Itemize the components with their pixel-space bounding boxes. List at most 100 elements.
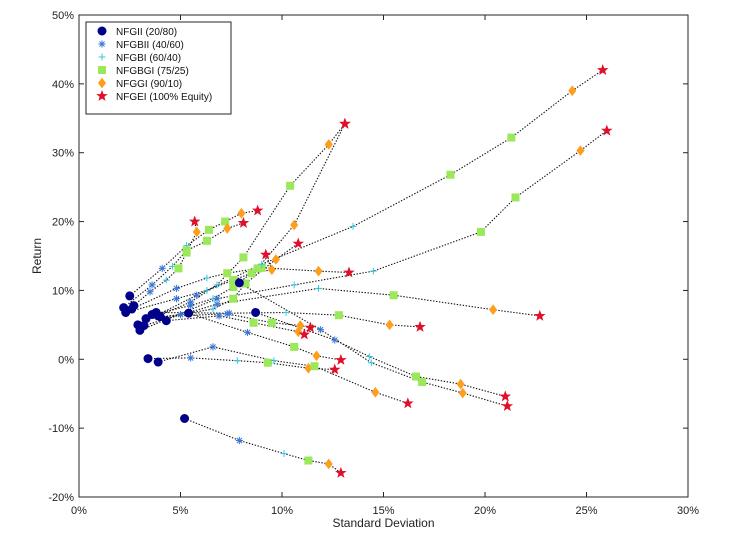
- marker-nfgei: [414, 320, 426, 332]
- y-tick-label: 10%: [52, 285, 74, 297]
- marker-nfgei: [601, 124, 613, 136]
- path-line-20: [184, 417, 342, 474]
- marker-nfgbgi: [334, 311, 343, 320]
- marker-nfgei: [292, 237, 304, 249]
- marker-nfgbgi: [286, 181, 295, 190]
- marker-nfgei: [251, 204, 264, 216]
- marker-nfgbii: [176, 310, 185, 319]
- y-tick-label: 30%: [52, 148, 74, 160]
- marker-nfgbgi: [507, 133, 516, 142]
- path-line-15: [255, 311, 506, 398]
- legend-marker-nfgbi: [98, 53, 106, 61]
- marker-nfggi: [458, 387, 467, 399]
- marker-nfgbgi: [253, 264, 262, 273]
- marker-nfgbi: [290, 281, 298, 289]
- marker-nfgbgi: [247, 269, 256, 278]
- x-tick-label: 30%: [677, 505, 699, 517]
- data-markers: [119, 64, 613, 478]
- marker-nfgbi: [270, 357, 278, 365]
- legend-label-nfgbii: NFGBII (40/60): [116, 40, 184, 51]
- path-line-12: [156, 311, 421, 328]
- marker-nfgbgi: [223, 269, 232, 278]
- marker-nfgbii: [146, 288, 154, 296]
- marker-nfgbii: [225, 309, 233, 317]
- legend-marker-nfggi: [97, 77, 107, 89]
- y-tick-label: -20%: [48, 492, 74, 504]
- marker-nfgbgi: [446, 170, 455, 179]
- marker-nfgbgi: [389, 291, 398, 300]
- marker-nfgbgi: [290, 342, 299, 351]
- marker-nfgei: [188, 215, 201, 227]
- marker-nfgbii: [193, 291, 201, 299]
- marker-nfggi: [192, 226, 201, 238]
- marker-nfgbi: [162, 276, 170, 284]
- marker-nfggi: [324, 458, 333, 470]
- marker-nfggi: [371, 387, 380, 398]
- marker-nfgei: [335, 466, 347, 478]
- marker-nfgbgi: [304, 456, 313, 465]
- marker-nfgbgi: [411, 372, 420, 381]
- marker-nfgbii: [148, 281, 156, 289]
- marker-nfgbii: [158, 264, 166, 272]
- y-axis-label: Return: [30, 238, 44, 274]
- marker-nfggi: [324, 139, 333, 150]
- marker-nfgbi: [369, 267, 377, 275]
- marker-nfgbgi: [263, 358, 272, 367]
- legend: NFGII (20/80) NFGBII (40/60) NFGBI (60/40)…: [85, 21, 232, 115]
- marker-nfgii: [121, 307, 131, 317]
- marker-nfgei: [343, 266, 355, 278]
- marker-nfggi: [385, 319, 394, 331]
- marker-nfgbgi: [476, 227, 485, 236]
- marker-nfgbgi: [310, 362, 319, 371]
- marker-nfgbgi: [267, 318, 276, 327]
- marker-nfgbi: [213, 281, 221, 289]
- marker-nfgbgi: [249, 318, 258, 327]
- marker-nfgii: [125, 291, 135, 301]
- marker-nfgbgi: [221, 217, 230, 226]
- marker-nfggi: [456, 378, 465, 390]
- marker-nfgbgi: [174, 264, 183, 273]
- marker-nfgbgi: [511, 193, 520, 202]
- marker-nfgei: [298, 328, 311, 340]
- path-line-11: [143, 287, 540, 327]
- marker-nfgbii: [243, 328, 252, 337]
- path-line-16: [239, 282, 508, 407]
- marker-nfgbi: [349, 222, 357, 230]
- y-tick-label: 40%: [52, 79, 74, 91]
- axis-ticks: 0% 5% 10% 15% 20% 25% 30% -20% -10% 0% 10% 20% 30% 40…: [48, 10, 699, 517]
- marker-nfgbgi: [239, 253, 248, 262]
- marker-nfgii: [234, 278, 244, 288]
- marker-nfgbii: [172, 284, 181, 292]
- marker-nfgbi: [203, 287, 211, 294]
- x-tick-label: 5%: [173, 505, 189, 517]
- x-tick-label: 15%: [372, 505, 394, 517]
- marker-nfgbi: [280, 450, 288, 458]
- marker-nfgei: [534, 309, 546, 321]
- marker-nfgbgi: [418, 378, 427, 387]
- marker-nfgbii: [223, 310, 231, 318]
- marker-nfgii: [155, 312, 165, 322]
- legend-label-nfgbgi: NFGBGI (75/25): [116, 66, 189, 77]
- marker-nfgei: [237, 216, 250, 228]
- marker-nfggi: [314, 265, 323, 277]
- marker-nfgbii: [209, 343, 217, 351]
- marker-nfgbgi: [182, 248, 191, 257]
- legend-marker-nfgbgi: [98, 66, 106, 74]
- marker-nfgii: [143, 354, 153, 364]
- legend-marker-nfgii: [97, 26, 107, 36]
- marker-nfgbi: [203, 274, 211, 282]
- marker-nfgbi: [315, 284, 322, 292]
- x-tick-label: 0%: [71, 505, 87, 517]
- marker-nfgii: [180, 414, 190, 424]
- path-line-14: [166, 315, 305, 335]
- marker-nfgei: [260, 248, 272, 260]
- marker-nfgbii: [235, 436, 243, 445]
- marker-nfgii: [184, 308, 194, 318]
- marker-nfgbgi: [202, 236, 211, 245]
- marker-nfgii: [153, 357, 163, 367]
- legend-label-nfgbi: NFGBI (60/40): [116, 53, 181, 64]
- path-line-5: [125, 254, 273, 314]
- marker-nfgbii: [187, 298, 195, 306]
- legend-label-nfggi: NFGGI (90/10): [116, 79, 182, 90]
